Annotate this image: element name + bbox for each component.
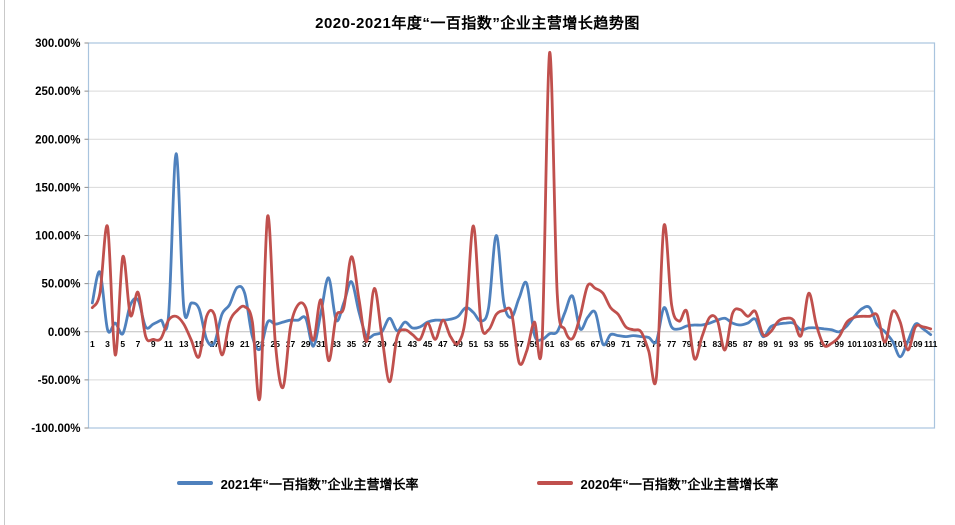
x-tick-label: 27 [286, 339, 296, 349]
x-tick-label: 13 [179, 339, 189, 349]
y-tick-label: 300.00% [35, 38, 80, 50]
x-tick-label: 67 [591, 339, 601, 349]
series-line-2020 [90, 51, 933, 402]
legend-label-2020: 2020年“一百指数”企业主营增长率 [580, 476, 779, 492]
x-tick-label: 93 [789, 339, 799, 349]
y-tick-label: 200.00% [35, 134, 80, 146]
x-tick-label: 55 [499, 339, 509, 349]
x-tick-label: 33 [331, 339, 341, 349]
x-tick-label: 59 [530, 339, 540, 349]
x-tick-label: 61 [545, 339, 555, 349]
gridlines [88, 90, 935, 381]
x-tick-label: 105 [878, 339, 892, 349]
legend-line-swatch-2020 [536, 481, 573, 485]
y-tick-label: 250.00% [35, 86, 80, 98]
x-tick-label: 75 [652, 339, 662, 349]
chart-title: 2020-2021年度“一百指数”企业主营增长趋势图 [315, 15, 640, 32]
x-tick-label: 51 [469, 339, 479, 349]
legend-item-2020: 2020年“一百指数”企业主营增长率 [536, 474, 779, 493]
x-tick-label: 21 [240, 339, 250, 349]
x-tick-label: 91 [774, 339, 784, 349]
x-axis: 1 3 5 7 9 11 13 15 17 19 21 23 25 27 29 31 33 35 37 39 41 43 4… [90, 339, 938, 349]
x-tick-label: 77 [667, 339, 677, 349]
x-tick-label: 57 [514, 339, 524, 349]
x-tick-label: 81 [697, 339, 707, 349]
x-tick-label: 3 [105, 339, 110, 349]
x-tick-label: 1 [90, 339, 95, 349]
x-tick-label: 7 [136, 339, 141, 349]
x-tick-label: 99 [834, 339, 844, 349]
x-tick-label: 83 [713, 339, 723, 349]
legend-label-2021: 2021年“一百指数”企业主营增长率 [220, 476, 419, 492]
legend-item-2021: 2021年“一百指数”企业主营增长率 [176, 474, 419, 493]
chart-legend: 2021年“一百指数”企业主营增长率 2020年“一百指数”企业主营增长率 [0, 468, 955, 498]
x-tick-label: 69 [606, 339, 616, 349]
x-tick-label: 45 [423, 339, 433, 349]
x-tick-label: 35 [347, 339, 357, 349]
x-tick-label: 53 [484, 339, 494, 349]
x-tick-label: 95 [804, 339, 814, 349]
y-tick-label: -100.00% [31, 423, 80, 435]
x-tick-label: 79 [682, 339, 692, 349]
x-tick-label: 31 [316, 339, 326, 349]
x-tick-label: 41 [392, 339, 402, 349]
x-tick-label: 9 [151, 339, 156, 349]
x-tick-label: 43 [408, 339, 418, 349]
x-tick-label: 101 [847, 339, 861, 349]
series-line-2021 [90, 152, 933, 359]
x-tick-label: 47 [438, 339, 448, 349]
y-tick-label: 150.00% [35, 182, 80, 194]
x-tick-label: 103 [863, 339, 877, 349]
x-tick-label: 19 [225, 339, 235, 349]
x-tick-label: 71 [621, 339, 631, 349]
x-tick-label: 87 [743, 339, 753, 349]
x-tick-label: 107 [893, 339, 907, 349]
x-tick-label: 15 [194, 339, 204, 349]
y-axis: 300.00% 250.00% 200.00% 150.00% 100.00% 50.00… [31, 38, 89, 435]
x-tick-label: 109 [908, 339, 922, 349]
legend-line-swatch-2021 [176, 481, 213, 485]
x-tick-label: 63 [560, 339, 570, 349]
y-tick-label: -50.00% [38, 375, 81, 387]
chart-outer-left-border [4, 0, 5, 525]
x-tick-label: 5 [120, 339, 125, 349]
y-tick-label: 100.00% [35, 231, 80, 243]
x-tick-label: 29 [301, 339, 311, 349]
y-tick-label: 0.00% [48, 327, 81, 339]
x-tick-label: 65 [575, 339, 585, 349]
x-tick-label: 73 [636, 339, 646, 349]
x-tick-label: 111 [924, 339, 938, 349]
x-tick-label: 11 [164, 339, 173, 349]
y-tick-label: 50.00% [41, 279, 80, 291]
x-tick-label: 23 [255, 339, 265, 349]
x-tick-label: 89 [758, 339, 768, 349]
x-tick-label: 85 [728, 339, 738, 349]
x-tick-label: 37 [362, 339, 372, 349]
